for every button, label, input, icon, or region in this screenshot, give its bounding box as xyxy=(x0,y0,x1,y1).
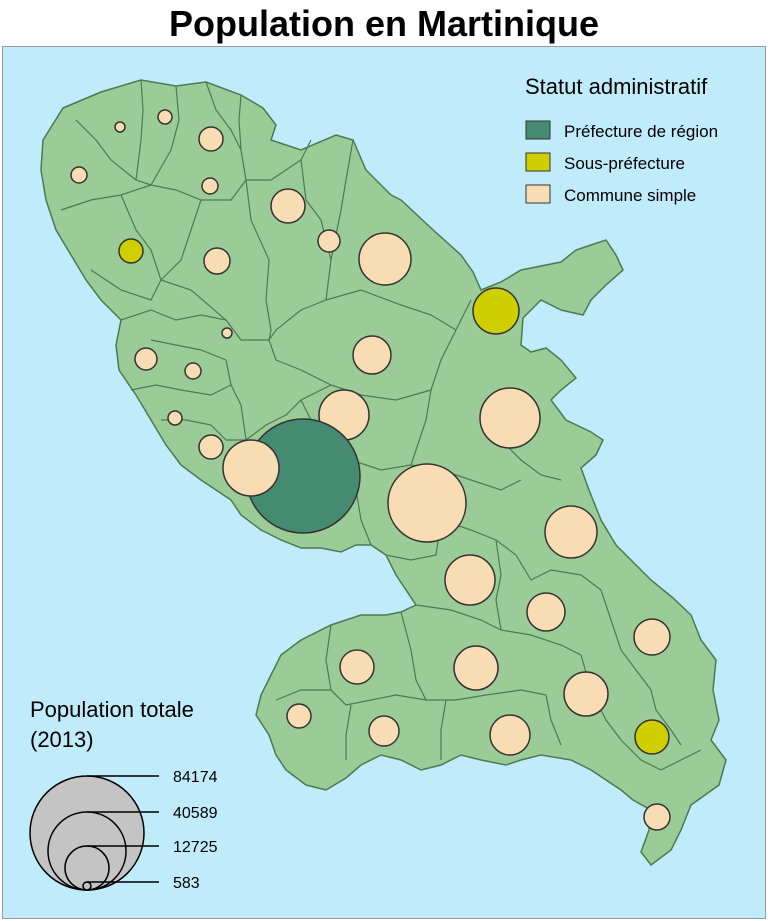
commune-circle[interactable] xyxy=(368,715,400,747)
commune-circle[interactable] xyxy=(114,121,126,133)
legend-label-commune: Commune simple xyxy=(564,186,696,205)
commune-circle[interactable] xyxy=(479,387,541,449)
commune-circle[interactable] xyxy=(198,126,224,152)
island xyxy=(40,79,727,867)
legend-value-label: 40589 xyxy=(173,805,218,822)
commune-circle[interactable] xyxy=(184,362,202,380)
commune-circle[interactable] xyxy=(526,592,566,632)
legend-label-sous-prefecture: Sous-préfecture xyxy=(564,154,685,173)
commune-circle[interactable] xyxy=(544,505,598,559)
commune-circle[interactable] xyxy=(203,247,231,275)
commune-circle[interactable] xyxy=(489,714,531,756)
commune-circle[interactable] xyxy=(270,188,306,224)
commune-circle[interactable] xyxy=(352,335,392,375)
legend-swatch-commune xyxy=(525,184,551,204)
commune-circle[interactable] xyxy=(221,327,233,339)
legend-population-title: Population totale xyxy=(30,697,194,722)
commune-circle[interactable] xyxy=(286,703,312,729)
island-outline xyxy=(40,79,727,867)
commune-circle[interactable] xyxy=(201,177,219,195)
commune-circle[interactable] xyxy=(358,232,412,286)
commune-circle[interactable] xyxy=(563,671,609,717)
map-svg[interactable]: Statut administratif Préfecture de régio… xyxy=(3,47,765,918)
sous-prefecture-circle[interactable] xyxy=(472,287,520,335)
legend-statut-title: Statut administratif xyxy=(525,74,708,99)
commune-circle[interactable] xyxy=(643,803,671,831)
commune-circle[interactable] xyxy=(70,166,88,184)
map-title: Population en Martinique xyxy=(169,3,599,44)
map-frame[interactable]: Statut administratif Préfecture de régio… xyxy=(2,46,766,919)
population-symbols[interactable] xyxy=(70,109,671,831)
commune-circle[interactable] xyxy=(222,439,280,497)
legend-swatch-prefecture xyxy=(525,120,551,140)
commune-circle[interactable] xyxy=(453,645,499,691)
commune-circle[interactable] xyxy=(633,618,671,656)
commune-circle[interactable] xyxy=(317,229,341,253)
commune-circle[interactable] xyxy=(339,649,375,685)
legend-population: Population totale (2013) 84174 40589 127… xyxy=(29,697,218,892)
commune-circle[interactable] xyxy=(198,434,224,460)
legend-circle-583 xyxy=(82,881,92,891)
commune-circle[interactable] xyxy=(444,554,496,606)
legend-label-prefecture: Préfecture de région xyxy=(564,122,718,141)
legend-population-year: (2013) xyxy=(30,727,94,752)
commune-circle[interactable] xyxy=(167,410,183,426)
commune-circle[interactable] xyxy=(157,109,173,125)
commune-circle[interactable] xyxy=(387,463,467,543)
legend-value-label: 12725 xyxy=(173,839,218,856)
legend-statut: Statut administratif Préfecture de régio… xyxy=(525,74,718,205)
sous-prefecture-circle[interactable] xyxy=(634,719,670,755)
legend-swatch-sous-prefecture xyxy=(525,152,551,172)
legend-value-label: 84174 xyxy=(173,769,218,786)
commune-circle[interactable] xyxy=(134,347,158,371)
sous-prefecture-circle[interactable] xyxy=(118,238,144,264)
legend-value-label: 583 xyxy=(173,875,200,892)
